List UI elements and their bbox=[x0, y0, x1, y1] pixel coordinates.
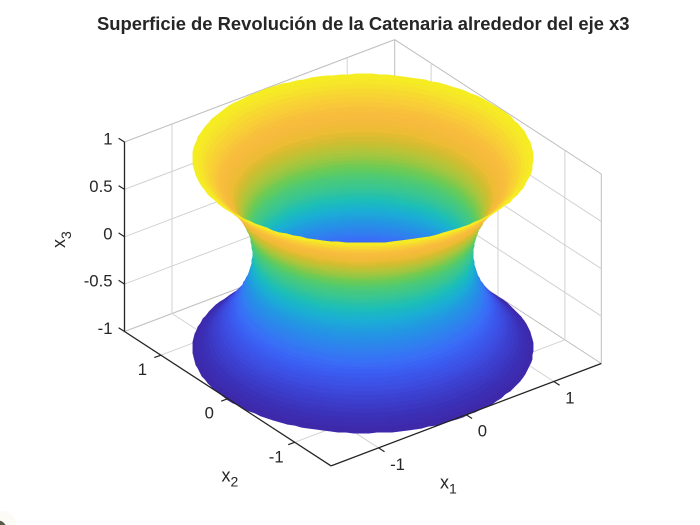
svg-text:0: 0 bbox=[478, 422, 487, 441]
svg-text:1: 1 bbox=[138, 360, 147, 379]
svg-text:-0.5: -0.5 bbox=[84, 272, 113, 291]
svg-text:1: 1 bbox=[103, 130, 112, 149]
svg-text:-1: -1 bbox=[98, 319, 113, 338]
svg-text:Superficie de Revolución de la: Superficie de Revolución de la Catenaria… bbox=[97, 13, 630, 34]
svg-text:0: 0 bbox=[103, 224, 112, 243]
svg-text:-1: -1 bbox=[269, 447, 284, 466]
svg-text:1: 1 bbox=[565, 389, 574, 408]
svg-text:-1: -1 bbox=[390, 455, 405, 474]
svg-text:0: 0 bbox=[205, 404, 214, 423]
svg-text:0.5: 0.5 bbox=[89, 177, 112, 196]
